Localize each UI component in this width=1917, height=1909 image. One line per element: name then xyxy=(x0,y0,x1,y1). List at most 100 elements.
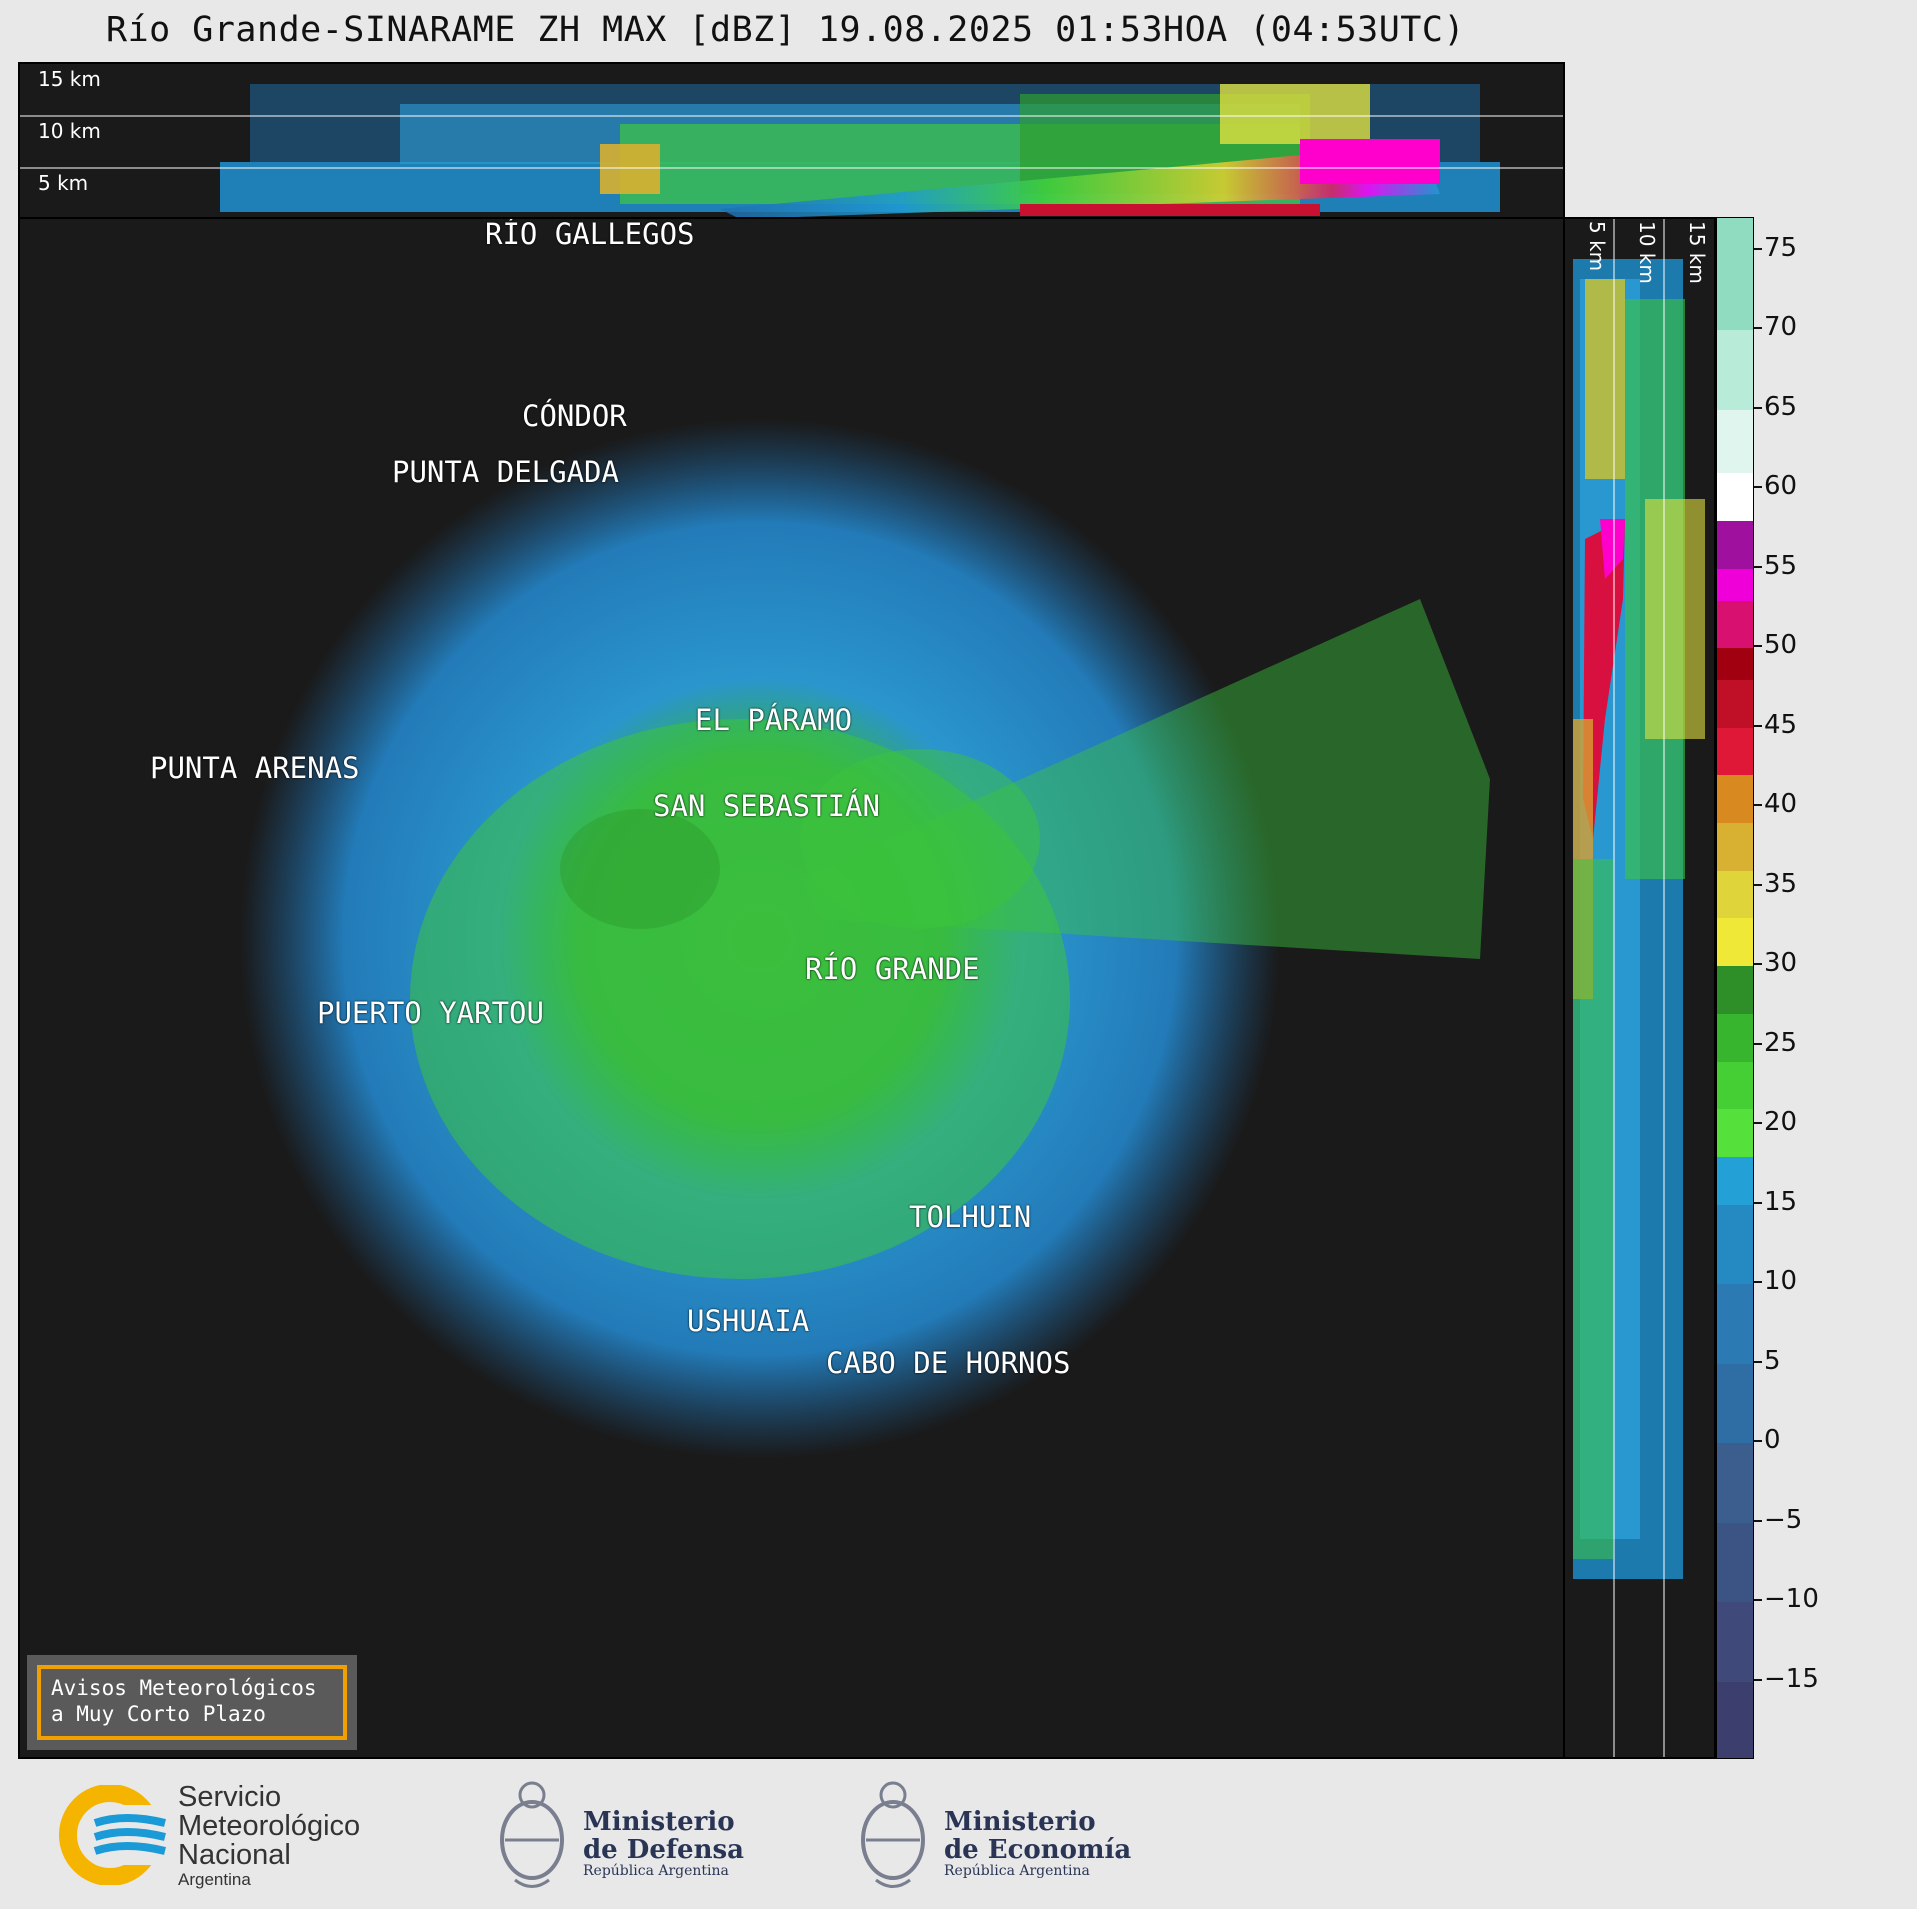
city-label-condor: CÓNDOR xyxy=(522,399,627,433)
colorbar-tick-mark xyxy=(1754,1440,1762,1443)
colorbar-segment xyxy=(1717,1442,1753,1523)
colorbar-tick-mark xyxy=(1754,486,1762,489)
colorbar-segment xyxy=(1717,567,1753,601)
defensa-logo-text: Ministerio de Defensa xyxy=(583,1807,744,1865)
colorbar-segment xyxy=(1717,726,1753,776)
defensa-logo-sub: República Argentina xyxy=(583,1863,729,1879)
colorbar-tick-mark xyxy=(1754,645,1762,648)
colorbar-segment xyxy=(1717,965,1753,1014)
radar-map-panel[interactable]: 670" x2="1390" y2="380" stroke="#e0e040"… xyxy=(18,217,1565,1759)
colorbar-tick-label: 25 xyxy=(1764,1027,1798,1058)
chart-title: Río Grande-SINARAME ZH MAX [dBZ] 19.08.2… xyxy=(106,10,1466,50)
colorbar-segment xyxy=(1717,869,1753,919)
colorbar-tick-mark xyxy=(1754,1122,1762,1125)
colorbar-tick-mark xyxy=(1754,406,1762,409)
defensa-coat-of-arms-icon xyxy=(500,1781,564,1888)
colorbar-tick-label: −15 xyxy=(1764,1663,1819,1694)
colorbar-tick-mark xyxy=(1754,883,1762,886)
colorbar-tick-label: 15 xyxy=(1764,1186,1798,1217)
colorbar-tick-mark xyxy=(1754,963,1762,966)
colorbar-segment xyxy=(1717,1060,1753,1110)
colorbar-tick-mark xyxy=(1754,1281,1762,1284)
side-height-label-15km: 15 km xyxy=(1685,221,1709,284)
economia-logo-sub: República Argentina xyxy=(944,1863,1090,1879)
city-label-ushuaia: USHUAIA xyxy=(687,1304,810,1338)
colorbar-tick-label: 60 xyxy=(1764,471,1798,502)
colorbar-segment xyxy=(1717,218,1753,331)
side-cross-section-panel: 5 km 10 km 15 km xyxy=(1563,217,1716,1759)
colorbar-segment xyxy=(1717,1012,1753,1062)
colorbar-tick-label: 10 xyxy=(1764,1266,1798,1297)
colorbar-segment xyxy=(1717,1521,1753,1603)
colorbar-tick-label: 65 xyxy=(1764,391,1798,422)
economia-logo-text: Ministerio de Economía xyxy=(944,1807,1132,1865)
city-label-rio-grande: RÍO GRANDE xyxy=(805,952,980,986)
colorbar-tick-label: −5 xyxy=(1764,1504,1803,1535)
smn-logo-text: Servicio Meteorológico Nacional xyxy=(178,1781,361,1871)
city-label-punta-delgada: PUNTA DELGADA xyxy=(392,455,619,489)
colorbar-tick-label: 50 xyxy=(1764,630,1798,661)
radar-map: 670" x2="1390" y2="380" stroke="#e0e040"… xyxy=(240,419,1490,1459)
colorbar-tick-label: 40 xyxy=(1764,789,1798,820)
top-cross-section-plot xyxy=(20,84,1563,217)
aviso-box: Avisos Meteorológicos a Muy Corto Plazo xyxy=(27,1655,357,1750)
colorbar-segment xyxy=(1717,774,1753,824)
colorbar-tick-label: 5 xyxy=(1764,1345,1781,1376)
colorbar-segment xyxy=(1717,822,1753,871)
colorbar-tick-label: 75 xyxy=(1764,232,1798,263)
colorbar-segment xyxy=(1717,1601,1753,1682)
city-label-san-sebastian: SAN SEBASTIÁN xyxy=(653,789,880,823)
colorbar-tick-label: 35 xyxy=(1764,868,1798,899)
colorbar-tick-label: 55 xyxy=(1764,550,1798,581)
colorbar-segment xyxy=(1717,472,1753,522)
smn-logo-icon xyxy=(59,1785,170,1885)
side-height-label-10km: 10 km xyxy=(1635,221,1659,284)
colorbar-segment xyxy=(1717,647,1753,680)
height-label-5km: 5 km xyxy=(38,171,89,195)
colorbar xyxy=(1716,217,1754,1759)
side-height-label-5km: 5 km xyxy=(1585,221,1609,272)
colorbar-tick-mark xyxy=(1754,1042,1762,1045)
height-label-15km: 15 km xyxy=(38,67,101,91)
colorbar-tick-label: 0 xyxy=(1764,1425,1781,1456)
economia-coat-of-arms-icon xyxy=(861,1781,925,1888)
city-label-tolhuin: TOLHUIN xyxy=(909,1200,1032,1234)
side-cross-section-plot xyxy=(1573,219,1705,1757)
colorbar-segment xyxy=(1717,329,1753,410)
city-label-cabo-de-hornos: CABO DE HORNOS xyxy=(826,1346,1071,1380)
height-label-10km: 10 km xyxy=(38,119,101,143)
colorbar-segment xyxy=(1717,520,1753,569)
colorbar-tick-mark xyxy=(1754,1599,1762,1602)
colorbar-segment xyxy=(1717,1203,1753,1285)
city-label-el-paramo: EL PÁRAMO xyxy=(695,703,853,737)
colorbar-tick-mark xyxy=(1754,565,1762,568)
city-label-rio-gallegos: RÍO GALLEGOS xyxy=(485,217,695,251)
colorbar-tick-mark xyxy=(1754,1360,1762,1363)
colorbar-tick-label: −10 xyxy=(1764,1584,1819,1615)
colorbar-tick-label: 70 xyxy=(1764,312,1798,343)
city-label-puerto-yartou: PUERTO YARTOU xyxy=(317,996,544,1030)
aviso-line1: Avisos Meteorológicos xyxy=(51,1676,317,1700)
colorbar-tick-mark xyxy=(1754,1201,1762,1204)
colorbar-tick-mark xyxy=(1754,804,1762,807)
colorbar-tick-mark xyxy=(1754,724,1762,727)
colorbar-tick-mark xyxy=(1754,1519,1762,1522)
colorbar-segment xyxy=(1717,408,1753,474)
colorbar-tick-label: 30 xyxy=(1764,948,1798,979)
colorbar-tick-label: 20 xyxy=(1764,1107,1798,1138)
colorbar-tick-label: 45 xyxy=(1764,709,1798,740)
colorbar-tick-mark xyxy=(1754,247,1762,250)
colorbar-segment xyxy=(1717,917,1753,967)
colorbar-segment xyxy=(1717,1680,1753,1758)
colorbar-tick-mark xyxy=(1754,1678,1762,1681)
colorbar-segment xyxy=(1717,679,1753,728)
city-label-punta-arenas: PUNTA ARENAS xyxy=(150,751,360,785)
colorbar-segment xyxy=(1717,1283,1753,1364)
ne-sector-echoes xyxy=(800,599,1490,959)
colorbar-tick-mark xyxy=(1754,327,1762,330)
colorbar-segment xyxy=(1717,599,1753,649)
colorbar-segment xyxy=(1717,1362,1753,1444)
smn-logo-country: Argentina xyxy=(178,1870,251,1889)
colorbar-segment xyxy=(1717,1155,1753,1205)
aviso-line2: a Muy Corto Plazo xyxy=(51,1702,266,1726)
